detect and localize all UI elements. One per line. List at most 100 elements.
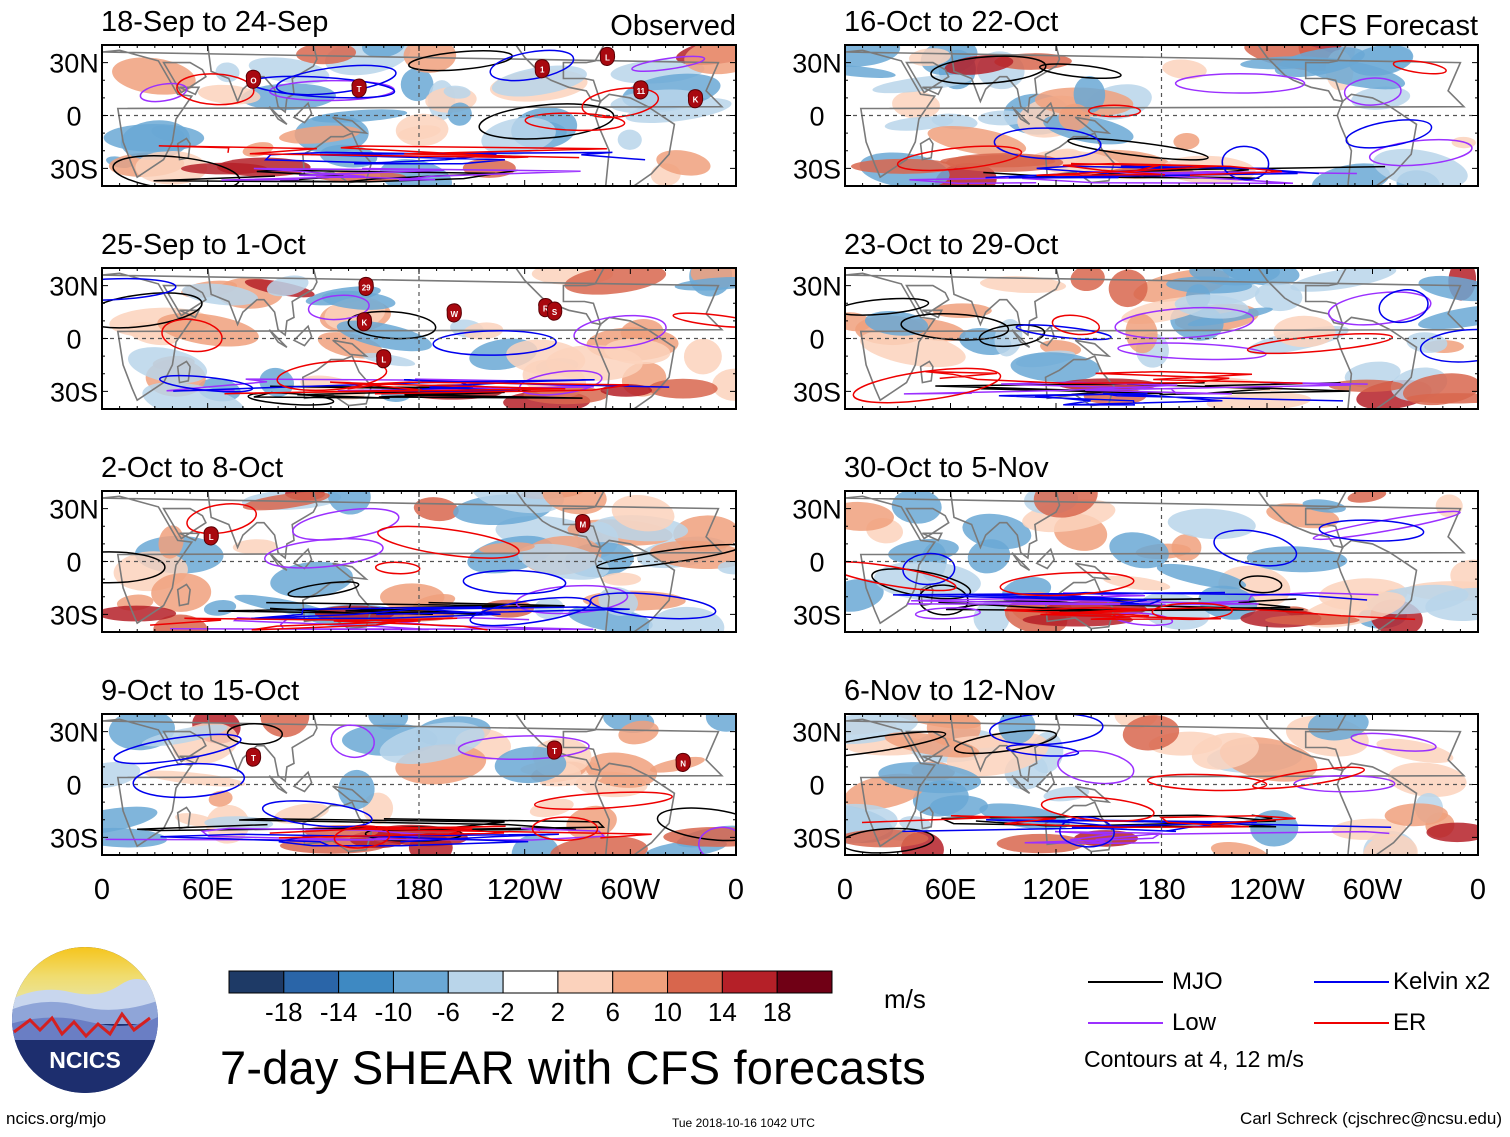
- colorbar-swatch: [721, 970, 778, 994]
- svg-text:L: L: [605, 53, 610, 62]
- forecast-xtick: 60W: [1343, 874, 1403, 906]
- colorbar-level: 10: [653, 997, 682, 1027]
- storm-marker: 1: [534, 59, 550, 79]
- legend-label-low: Low: [1172, 1009, 1217, 1036]
- observed-xtick: 120E: [279, 874, 347, 906]
- legend-line-kelvin: [1314, 981, 1389, 983]
- svg-text:L: L: [381, 356, 386, 365]
- observed-panel-3-ylabel: 0: [66, 548, 81, 578]
- forecast-panel-2-ylabel: 30N: [792, 272, 842, 302]
- forecast-panel-2: 30N 0 30S 23-Oct to 29-Oct: [792, 229, 1479, 410]
- forecast-panel-3-ylabel: 30S: [793, 600, 841, 630]
- legend-line-low: [1088, 1022, 1163, 1024]
- forecast-panel-1-ylabel: 30N: [792, 49, 842, 79]
- storm-marker: S: [547, 301, 563, 321]
- forecast-panel-4-ylabel: 0: [809, 771, 824, 801]
- forecast-panel-2-ylabel: 0: [809, 325, 824, 355]
- colorbar-level: -10: [375, 997, 413, 1027]
- svg-text:K: K: [362, 319, 368, 328]
- observed-panel-3-ylabel: 30S: [50, 600, 98, 630]
- storm-marker: L: [599, 46, 615, 66]
- colorbar-units: m/s: [884, 984, 926, 1014]
- colorbar-level: 2: [551, 997, 565, 1027]
- observed-panel-2: 30N 0 30S 25-Sep to 1-Oct 29 K L W R S: [49, 229, 737, 410]
- storm-marker: W: [446, 303, 462, 323]
- forecast-xtick: 60E: [925, 874, 977, 906]
- svg-text:W: W: [450, 310, 458, 319]
- observed-panel-3: 30N 0 30S 2-Oct to 8-Oct L M: [49, 452, 737, 633]
- svg-text:1: 1: [540, 66, 545, 75]
- legend-label-mjo: MJO: [1172, 968, 1223, 995]
- svg-text:11: 11: [637, 87, 646, 96]
- contour-note: Contours at 4, 12 m/s: [1084, 1046, 1304, 1072]
- storm-marker: M: [575, 513, 591, 533]
- storm-marker: L: [203, 526, 219, 546]
- colorbar-swatch: [557, 970, 614, 994]
- forecast-xtick: 0: [1470, 874, 1486, 906]
- storm-marker: T: [245, 747, 261, 767]
- colorbar: -18 -14 -10 -6 -2 2 6 10 14 18: [228, 970, 833, 1027]
- observed-xtick: 0: [728, 874, 744, 906]
- observed-xtick: 180: [395, 874, 443, 906]
- observed-panel-2-ylabel: 0: [66, 325, 81, 355]
- forecast-panel-1: 30N 0 30S 16-Oct to 22-Oct CFS Forecast: [792, 6, 1479, 187]
- footer-url: ncics.org/mjo: [6, 1109, 107, 1128]
- storm-marker: 11: [633, 80, 649, 100]
- colorbar-level: -6: [437, 997, 460, 1027]
- colorbar-swatch: [667, 970, 723, 994]
- forecast-panel-3-ylabel: 30N: [792, 495, 842, 525]
- observed-panel-4-ylabel: 30N: [49, 718, 99, 748]
- forecast-panel-3: 30N 0 30S 30-Oct to 5-Nov: [792, 452, 1479, 633]
- forecast-panel-title: 23-Oct to 29-Oct: [844, 229, 1058, 261]
- colorbar-swatch: [776, 970, 833, 994]
- legend-label-er: ER: [1393, 1009, 1427, 1036]
- colorbar-swatch: [283, 970, 340, 994]
- forecast-panel-title: 16-Oct to 22-Oct: [844, 6, 1058, 38]
- svg-text:29: 29: [362, 283, 371, 292]
- footer-timestamp: Tue 2018-10-16 1042 UTC: [672, 1116, 815, 1130]
- legend-line-er: [1314, 1022, 1389, 1024]
- observed-panel-1-ylabel: 30N: [49, 49, 99, 79]
- colorbar-level: 6: [605, 997, 619, 1027]
- observed-panel-4-ylabel: 30S: [50, 823, 98, 853]
- svg-text:L: L: [209, 533, 214, 542]
- forecast-panel-title: 6-Nov to 12-Nov: [844, 675, 1056, 707]
- observed-panel-2-ylabel: 30N: [49, 272, 99, 302]
- svg-text:O: O: [250, 76, 256, 85]
- colorbar-swatch: [447, 970, 504, 994]
- forecast-panel-2-ylabel: 30S: [793, 377, 841, 407]
- observed-xtick: 120W: [487, 874, 563, 906]
- storm-marker: K: [687, 89, 703, 109]
- observed-panel-4: 30N 0 30S 9-Oct to 15-Oct T T N: [49, 675, 737, 856]
- svg-text:M: M: [579, 520, 586, 529]
- colorbar-level: -18: [265, 997, 303, 1027]
- forecast-xtick: 120W: [1229, 874, 1305, 906]
- colorbar-swatch: [228, 970, 285, 994]
- footer-author: Carl Schreck (cjschrec@ncsu.edu): [1240, 1109, 1502, 1128]
- observed-xtick: 0: [94, 874, 110, 906]
- forecast-panel-title: 30-Oct to 5-Nov: [844, 452, 1049, 484]
- observed-panel-tag: Observed: [610, 10, 736, 42]
- svg-text:N: N: [680, 759, 686, 768]
- observed-panel-1-ylabel: 30S: [50, 154, 98, 184]
- svg-text:T: T: [251, 754, 256, 763]
- forecast-panel-1-ylabel: 30S: [793, 154, 841, 184]
- observed-panel-2-ylabel: 30S: [50, 377, 98, 407]
- colorbar-swatch: [502, 970, 559, 994]
- forecast-xtick: 0: [837, 874, 853, 906]
- svg-text:K: K: [693, 96, 699, 105]
- observed-panel-title: 18-Sep to 24-Sep: [101, 6, 328, 38]
- forecast-panel-tag: CFS Forecast: [1299, 10, 1478, 42]
- colorbar-level: 14: [708, 997, 737, 1027]
- forecast-panel-1-ylabel: 0: [809, 102, 824, 132]
- legend-label-kelvin: Kelvin x2: [1393, 968, 1491, 995]
- colorbar-swatch: [392, 970, 449, 994]
- forecast-panel-4-ylabel: 30S: [793, 823, 841, 853]
- observed-panel-1-ylabel: 0: [66, 102, 81, 132]
- storm-marker: O: [245, 69, 261, 89]
- observed-xtick: 60E: [182, 874, 234, 906]
- svg-text:S: S: [552, 308, 558, 317]
- forecast-panel-4: 30N 0 30S 6-Nov to 12-Nov: [792, 675, 1479, 856]
- storm-marker: K: [356, 312, 372, 332]
